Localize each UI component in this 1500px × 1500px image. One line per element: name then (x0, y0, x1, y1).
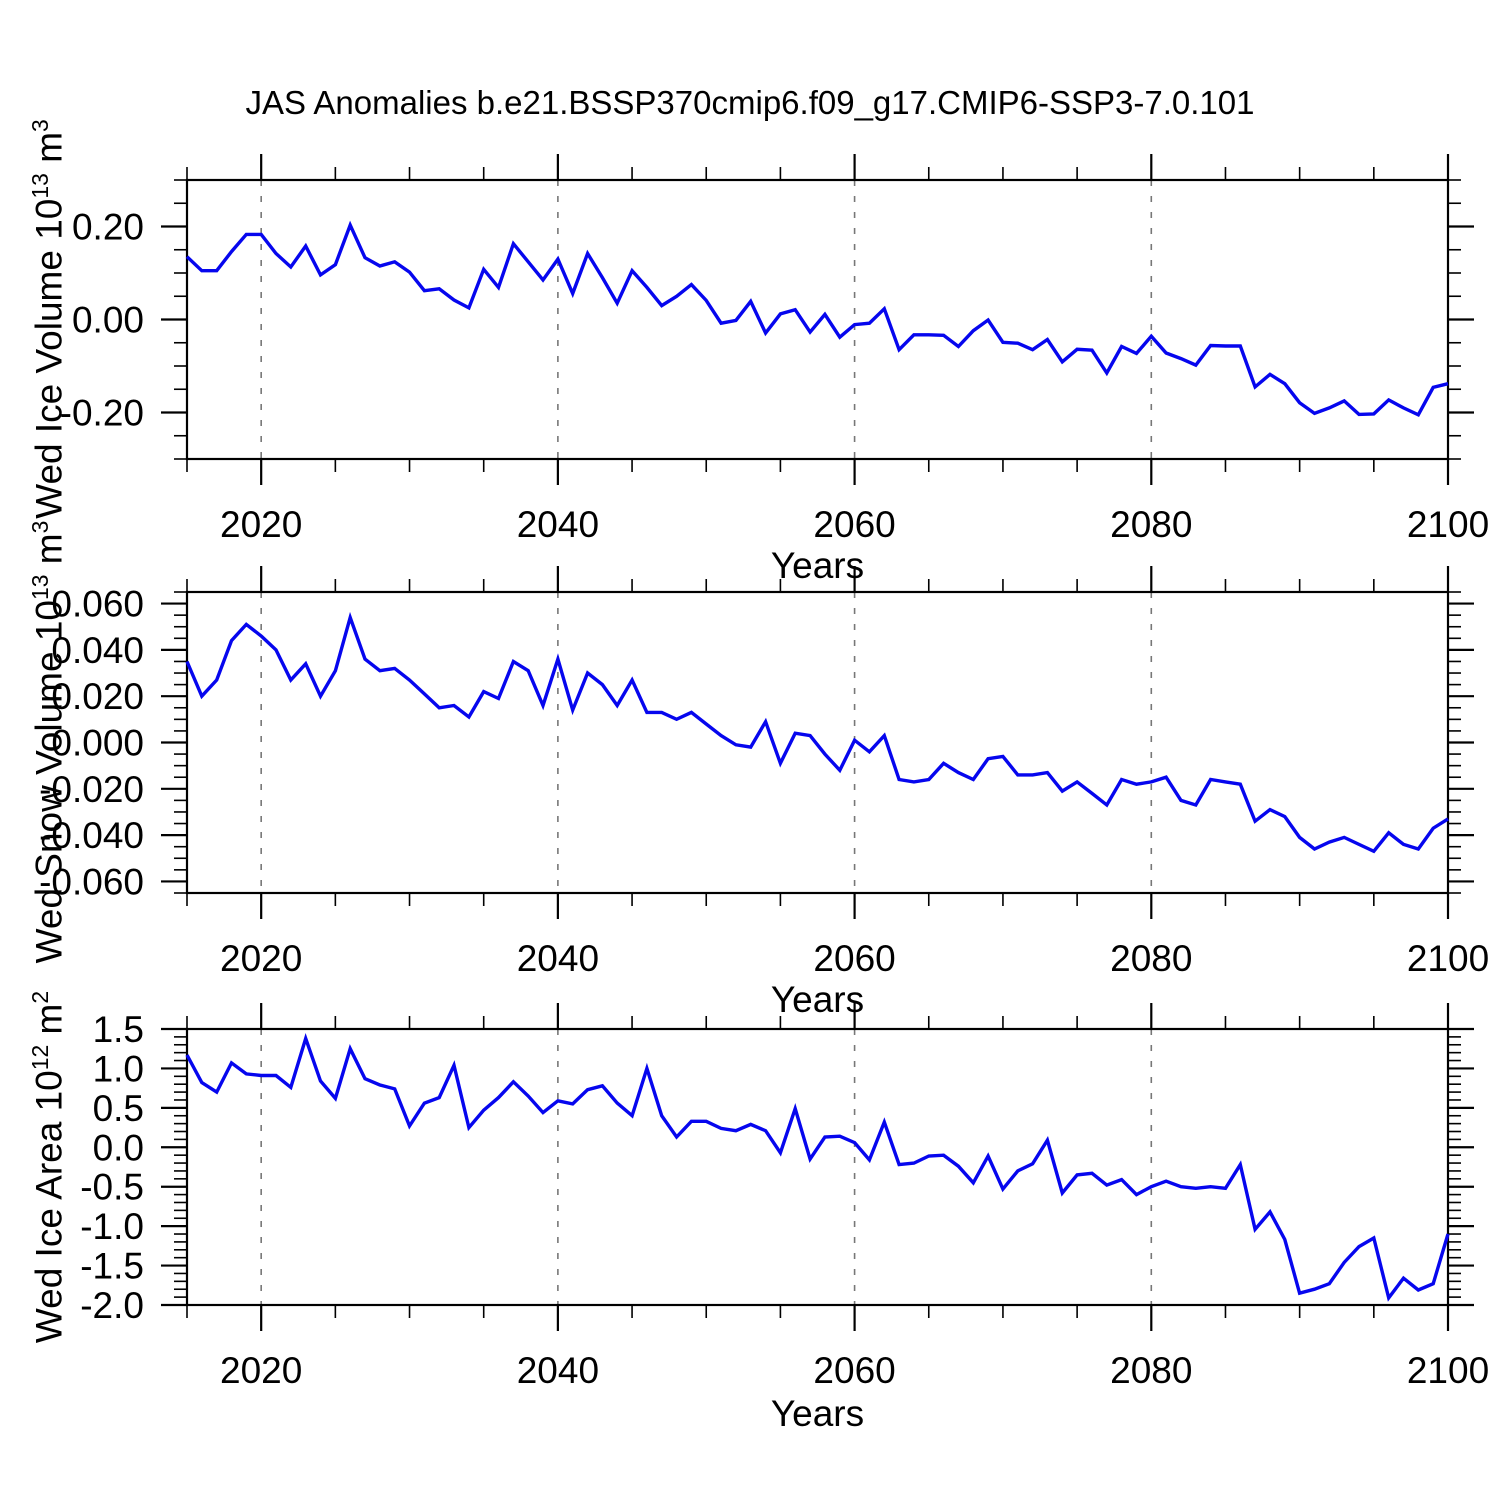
y-axis-label-unit-exponent: 3 (27, 119, 53, 132)
x-tick-label: 2020 (220, 938, 302, 979)
y-tick-label: 1.5 (93, 1009, 144, 1050)
y-tick-label: 0.20 (72, 207, 144, 248)
y-axis-label-exponent: 13 (27, 574, 53, 601)
x-axis-label-panel-2: Years (770, 979, 865, 1020)
x-axis-label-panel-3: Years (770, 1393, 865, 1434)
x-tick-label: 2100 (1407, 938, 1489, 979)
y-axis-label-exponent: 12 (27, 1044, 53, 1071)
y-axis-label-unit: m (28, 533, 70, 575)
x-tick-label: 2080 (1110, 938, 1192, 979)
x-tick-label: 2100 (1407, 1350, 1489, 1391)
y-tick-label: -0.20 (60, 393, 144, 434)
y-axis-label-exponent: 13 (27, 173, 53, 199)
y-axis-label-unit: m (28, 131, 70, 174)
y-axis-label-unit-exponent: 2 (27, 990, 53, 1004)
y-axis-label-text: Wed Ice Area 10 (28, 1070, 70, 1344)
y-tick-label: -1.5 (80, 1246, 144, 1287)
y-tick-label: -2.0 (80, 1285, 144, 1326)
y-axis-label-unit-exponent: 3 (27, 520, 53, 534)
y-tick-label: 0.000 (51, 723, 144, 764)
x-tick-label: 2060 (813, 504, 895, 545)
x-tick-label: 2020 (220, 504, 302, 545)
y-axis-label-unit: m (28, 1003, 70, 1045)
x-tick-label: 2040 (517, 938, 599, 979)
y-tick-label: 0.5 (93, 1088, 144, 1129)
plot-frame-wed-ice-volume (185, 178, 1450, 461)
y-tick-label: 0.0 (93, 1127, 144, 1168)
y-tick-label: 0.060 (51, 584, 144, 625)
data-line-wed-ice-volume (185, 220, 1449, 418)
x-tick-label: 2040 (517, 504, 599, 545)
x-tick-label: 2040 (517, 1350, 599, 1391)
x-tick-label: 2100 (1407, 504, 1489, 545)
x-tick-label: 2060 (813, 938, 895, 979)
data-line-wed-ice-area (185, 1033, 1450, 1302)
y-tick-label: -0.5 (80, 1167, 144, 1208)
y-axis-label-text: Wed Ice Volume 10 (28, 198, 70, 519)
y-tick-label: 0.040 (51, 630, 144, 671)
y-tick-label: -1.0 (80, 1206, 144, 1247)
x-tick-label: 2060 (813, 1350, 895, 1391)
y-axis-label-snow-volume: Wed Snow Volume 1013 m3 (27, 521, 70, 964)
y-axis-label-ice-area: Wed Ice Area 1012 m2 (27, 991, 70, 1343)
y-tick-label: -0.020 (39, 769, 144, 810)
data-line-wed-snow-volume (185, 611, 1449, 854)
x-tick-label: 2020 (220, 1350, 302, 1391)
plot-frame-wed-ice-area (185, 1027, 1450, 1307)
y-tick-label: 0.020 (51, 676, 144, 717)
y-tick-label: 1.0 (93, 1048, 144, 1089)
y-tick-label: -0.040 (39, 815, 144, 856)
y-axis-label-text: Wed Snow Volume 10 (28, 600, 70, 964)
plot-frame-wed-snow-volume (185, 590, 1450, 895)
chart-title: JAS Anomalies b.e21.BSSP370cmip6.f09_g17… (245, 84, 1255, 121)
y-tick-label: 0.00 (72, 300, 144, 341)
y-axis-label-ice-volume: Wed Ice Volume 1013 m3 (27, 119, 70, 519)
x-tick-label: 2080 (1110, 1350, 1192, 1391)
x-axis-label-panel-1: Years (770, 545, 865, 586)
y-tick-label: -0.060 (39, 861, 144, 902)
x-tick-label: 2080 (1110, 504, 1192, 545)
